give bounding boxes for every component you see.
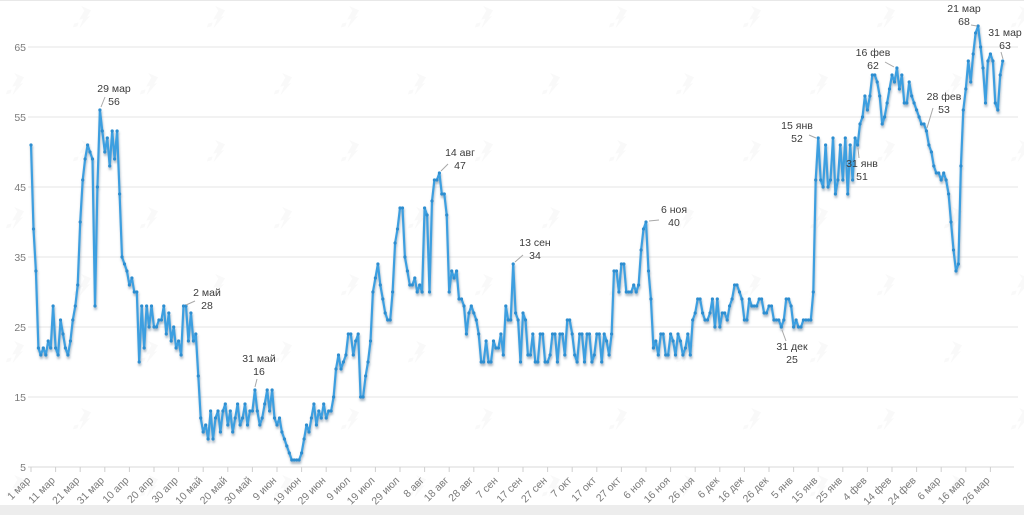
annotation-date: 21 мар [947,3,981,15]
annotation-value: 56 [108,96,120,108]
annotation-value: 62 [867,60,879,72]
annotation-leader-line [254,378,258,388]
x-tick-label: 26 дек [741,474,772,505]
x-tick-label: 10 апр [100,475,131,506]
x-tick-label: 16 ноя [642,475,673,506]
data-series[interactable] [29,24,1005,462]
x-tick-label: 27 сен [519,475,550,506]
annotation-leader-line [970,24,978,27]
x-tick-label: 25 янв [814,474,845,505]
x-tick-label: 16 дек [716,474,747,505]
annotation-date: 31 мар [988,27,1022,39]
annotation-leader-line [1000,51,1004,60]
x-tick-label: 26 ноя [666,475,697,506]
annotation-value: 68 [958,16,970,28]
annotation-leader-line [514,254,524,263]
annotation-date: 14 авг [445,147,475,159]
annotation-date: 29 мар [97,83,131,95]
annotation-value: 51 [856,171,868,183]
annotation-value: 25 [786,354,798,366]
annotation-value: 40 [668,217,680,229]
x-tick-label: 26 мар [960,475,992,507]
annotation-leader-line [781,329,787,342]
annotation-date: 31 янв [846,158,878,170]
x-tick-label: 15 янв [789,474,820,505]
annotation-leader-line [926,107,934,129]
annotation-date: 6 ноя [661,204,687,216]
series-line [29,24,1004,462]
x-tick-label: 18 авг [422,475,452,505]
bottom-bar [0,505,1024,515]
annotation-leader-line [100,96,106,108]
annotation-value: 53 [938,104,950,116]
annotation-leader-line [884,61,895,68]
x-tick-label: 17 сен [494,475,525,506]
x-axis-ticks [30,467,991,472]
x-tick-label: 17 окт [569,475,599,505]
y-tick-label: 15 [14,392,26,404]
annotation-date: 28 фев [927,91,962,103]
y-tick-label: 55 [14,112,26,124]
annotation-date: 31 май [242,353,276,365]
x-tick-label: 28 авг [446,475,476,505]
annotation-value: 47 [454,160,466,172]
annotation-date: 2 май [193,287,221,299]
top-border [0,0,1024,1]
y-axis-labels: 5 15 25 35 45 55 65 [14,42,26,474]
annotation-leader-line [808,134,817,139]
y-tick-label: 35 [14,252,26,264]
annotation-leader-line [857,147,860,159]
annotation-leader-line [440,163,449,172]
annotation-date: 31 дек [776,341,808,353]
x-tick-label: 29 июн [296,474,329,507]
annotation-date: 16 фев [856,47,891,59]
annotation-date: 13 сен [519,237,551,249]
annotation-date: 15 янв [781,120,813,132]
annotation-leader-line [648,219,660,222]
y-tick-label: 65 [14,42,26,54]
x-tick-label: 24 фев [886,474,919,507]
annotation-value: 52 [791,133,803,145]
x-tick-label: 27 окт [594,475,624,505]
annotation-value: 28 [201,300,213,312]
y-tick-label: 5 [20,462,26,474]
annotation-value: 63 [999,40,1011,52]
x-tick-label: 30 май [222,475,254,507]
annotation-value: 16 [253,366,265,378]
x-tick-label: 29 июл [369,475,402,508]
annotation-value: 34 [529,250,541,262]
x-tick-label: 31 мар [75,475,107,507]
annotation-leader-line [185,300,196,306]
y-tick-label: 25 [14,322,26,334]
gridlines [28,46,1018,468]
y-tick-label: 45 [14,182,26,194]
series-markers [29,24,1005,462]
